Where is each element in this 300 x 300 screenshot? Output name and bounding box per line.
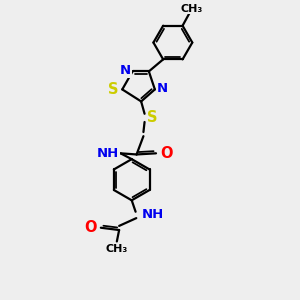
Text: O: O	[84, 220, 97, 235]
Text: CH₃: CH₃	[181, 4, 203, 14]
Text: S: S	[147, 110, 158, 125]
Text: S: S	[108, 82, 118, 97]
Text: NH: NH	[97, 147, 119, 160]
Text: CH₃: CH₃	[106, 244, 128, 254]
Text: O: O	[160, 146, 172, 161]
Text: N: N	[120, 64, 131, 77]
Text: N: N	[157, 82, 168, 95]
Text: NH: NH	[142, 208, 164, 221]
